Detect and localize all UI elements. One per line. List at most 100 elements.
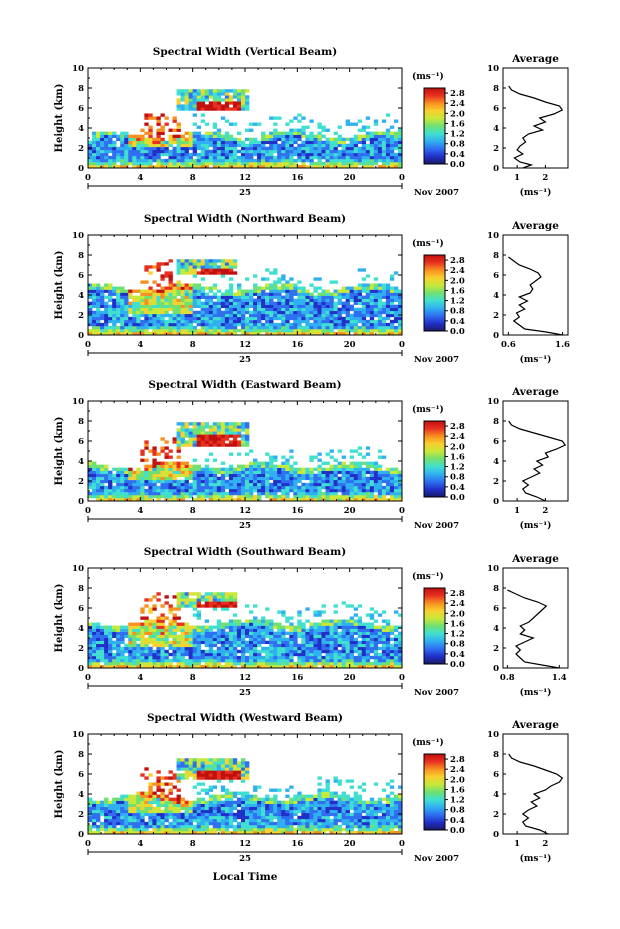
panel-title: Spectral Width (Eastward Beam) xyxy=(148,379,341,391)
colorbar-unit: (ms⁻¹) xyxy=(412,238,444,249)
average-profile-line xyxy=(508,85,564,169)
avg-y-tick-label: 0 xyxy=(493,664,499,674)
panel-title: Spectral Width (Southward Beam) xyxy=(144,546,346,558)
average-profile-line xyxy=(508,420,567,502)
x-tick-label: 20 xyxy=(344,340,356,350)
colorbar-tick-label: 0.8 xyxy=(450,140,465,150)
heatmap xyxy=(88,758,403,835)
average-title: Average xyxy=(511,386,559,398)
colorbar-tick-label: 1.2 xyxy=(450,297,465,307)
avg-y-tick-label: 0 xyxy=(493,331,499,341)
date-label: Nov 2007 xyxy=(414,688,459,698)
avg-x-tick-label: 2 xyxy=(542,839,548,849)
day-label: 25 xyxy=(239,521,251,531)
day-label: 25 xyxy=(239,188,251,198)
y-axis-label: Height (km) xyxy=(54,84,65,153)
avg-x-tick-label: 0.8 xyxy=(500,673,515,683)
average-unit: (ms⁻¹) xyxy=(520,687,552,698)
y-tick-label: 8 xyxy=(78,417,84,427)
avg-y-tick-label: 6 xyxy=(493,604,499,614)
average-unit: (ms⁻¹) xyxy=(520,520,552,531)
avg-y-tick-label: 2 xyxy=(493,477,499,487)
avg-y-tick-label: 8 xyxy=(493,84,499,94)
y-tick-label: 2 xyxy=(78,311,84,321)
average-title: Average xyxy=(511,220,559,232)
y-tick-label: 6 xyxy=(78,104,84,114)
avg-x-tick-label: 2 xyxy=(542,173,548,183)
avg-x-tick-label: 1 xyxy=(514,173,520,183)
colorbar-tick-label: 0.8 xyxy=(450,640,465,650)
day-label: 25 xyxy=(239,854,251,864)
avg-y-tick-label: 10 xyxy=(487,231,499,241)
x-tick-label: 0 xyxy=(399,340,405,350)
avg-x-tick-label: 1.4 xyxy=(552,673,567,683)
x-tick-label: 20 xyxy=(344,173,356,183)
y-tick-label: 4 xyxy=(78,624,84,634)
colorbar xyxy=(423,587,446,665)
panel-1: Spectral Width (Northward Beam) 0 2 4 6 8 10 0 4… xyxy=(54,213,570,365)
average-frame xyxy=(502,67,569,169)
colorbar xyxy=(423,420,446,498)
colorbar-tick-label: 0.4 xyxy=(450,150,465,160)
avg-x-tick-label: 1.6 xyxy=(555,340,570,350)
colorbar-tick-label: 2.0 xyxy=(450,442,465,452)
avg-y-tick-label: 2 xyxy=(493,311,499,321)
avg-y-tick-label: 4 xyxy=(493,291,499,301)
avg-y-tick-label: 6 xyxy=(493,271,499,281)
y-axis-label: Height (km) xyxy=(54,750,65,819)
average-unit: (ms⁻¹) xyxy=(520,853,552,864)
x-tick-label: 0 xyxy=(399,506,405,516)
y-tick-label: 6 xyxy=(78,437,84,447)
average-profile-line xyxy=(508,256,563,336)
x-tick-label: 20 xyxy=(344,839,356,849)
x-tick-label: 4 xyxy=(137,673,143,683)
y-tick-label: 4 xyxy=(78,790,84,800)
colorbar-tick-label: 2.0 xyxy=(450,775,465,785)
average-title: Average xyxy=(511,53,559,65)
colorbar-tick-label: 1.2 xyxy=(450,130,465,140)
colorbar-tick-label: 2.4 xyxy=(450,599,465,609)
avg-y-tick-label: 4 xyxy=(493,790,499,800)
colorbar-tick-label: 0.0 xyxy=(450,327,465,337)
y-axis-label: Height (km) xyxy=(54,417,65,486)
avg-y-tick-label: 8 xyxy=(493,251,499,261)
colorbar-tick-label: 2.0 xyxy=(450,276,465,286)
average-title: Average xyxy=(511,719,559,731)
colorbar-tick-label: 1.6 xyxy=(450,452,465,462)
colorbar-tick-label: 1.2 xyxy=(450,796,465,806)
avg-y-tick-label: 10 xyxy=(487,64,499,74)
x-tick-label: 4 xyxy=(137,173,143,183)
heatmap xyxy=(88,592,403,669)
avg-x-tick-label: 1 xyxy=(514,839,520,849)
x-tick-label: 16 xyxy=(291,506,303,516)
bottom-x-axis-label: Local Time xyxy=(213,871,278,883)
x-tick-label: 12 xyxy=(239,173,251,183)
colorbar-tick-label: 0.0 xyxy=(450,493,465,503)
average-unit: (ms⁻¹) xyxy=(520,187,552,198)
day-label: 25 xyxy=(239,688,251,698)
x-tick-label: 8 xyxy=(190,173,196,183)
avg-y-tick-label: 2 xyxy=(493,144,499,154)
y-tick-label: 4 xyxy=(78,124,84,134)
x-tick-label: 8 xyxy=(190,340,196,350)
x-tick-label: 12 xyxy=(239,673,251,683)
colorbar-tick-label: 2.8 xyxy=(450,89,465,99)
avg-y-tick-label: 10 xyxy=(487,564,499,574)
y-tick-label: 0 xyxy=(78,331,84,341)
avg-y-tick-label: 8 xyxy=(493,417,499,427)
colorbar xyxy=(423,254,446,332)
colorbar-tick-label: 2.4 xyxy=(450,266,465,276)
colorbar-unit: (ms⁻¹) xyxy=(412,737,444,748)
colorbar-tick-label: 0.4 xyxy=(450,483,465,493)
avg-x-tick-label: 0.6 xyxy=(501,340,516,350)
x-tick-label: 0 xyxy=(85,673,91,683)
colorbar-tick-label: 0.8 xyxy=(450,307,465,317)
y-tick-label: 10 xyxy=(72,730,84,740)
x-tick-label: 0 xyxy=(85,340,91,350)
avg-y-tick-label: 0 xyxy=(493,830,499,840)
colorbar-tick-label: 0.4 xyxy=(450,317,465,327)
avg-y-tick-label: 2 xyxy=(493,810,499,820)
x-tick-label: 12 xyxy=(239,506,251,516)
